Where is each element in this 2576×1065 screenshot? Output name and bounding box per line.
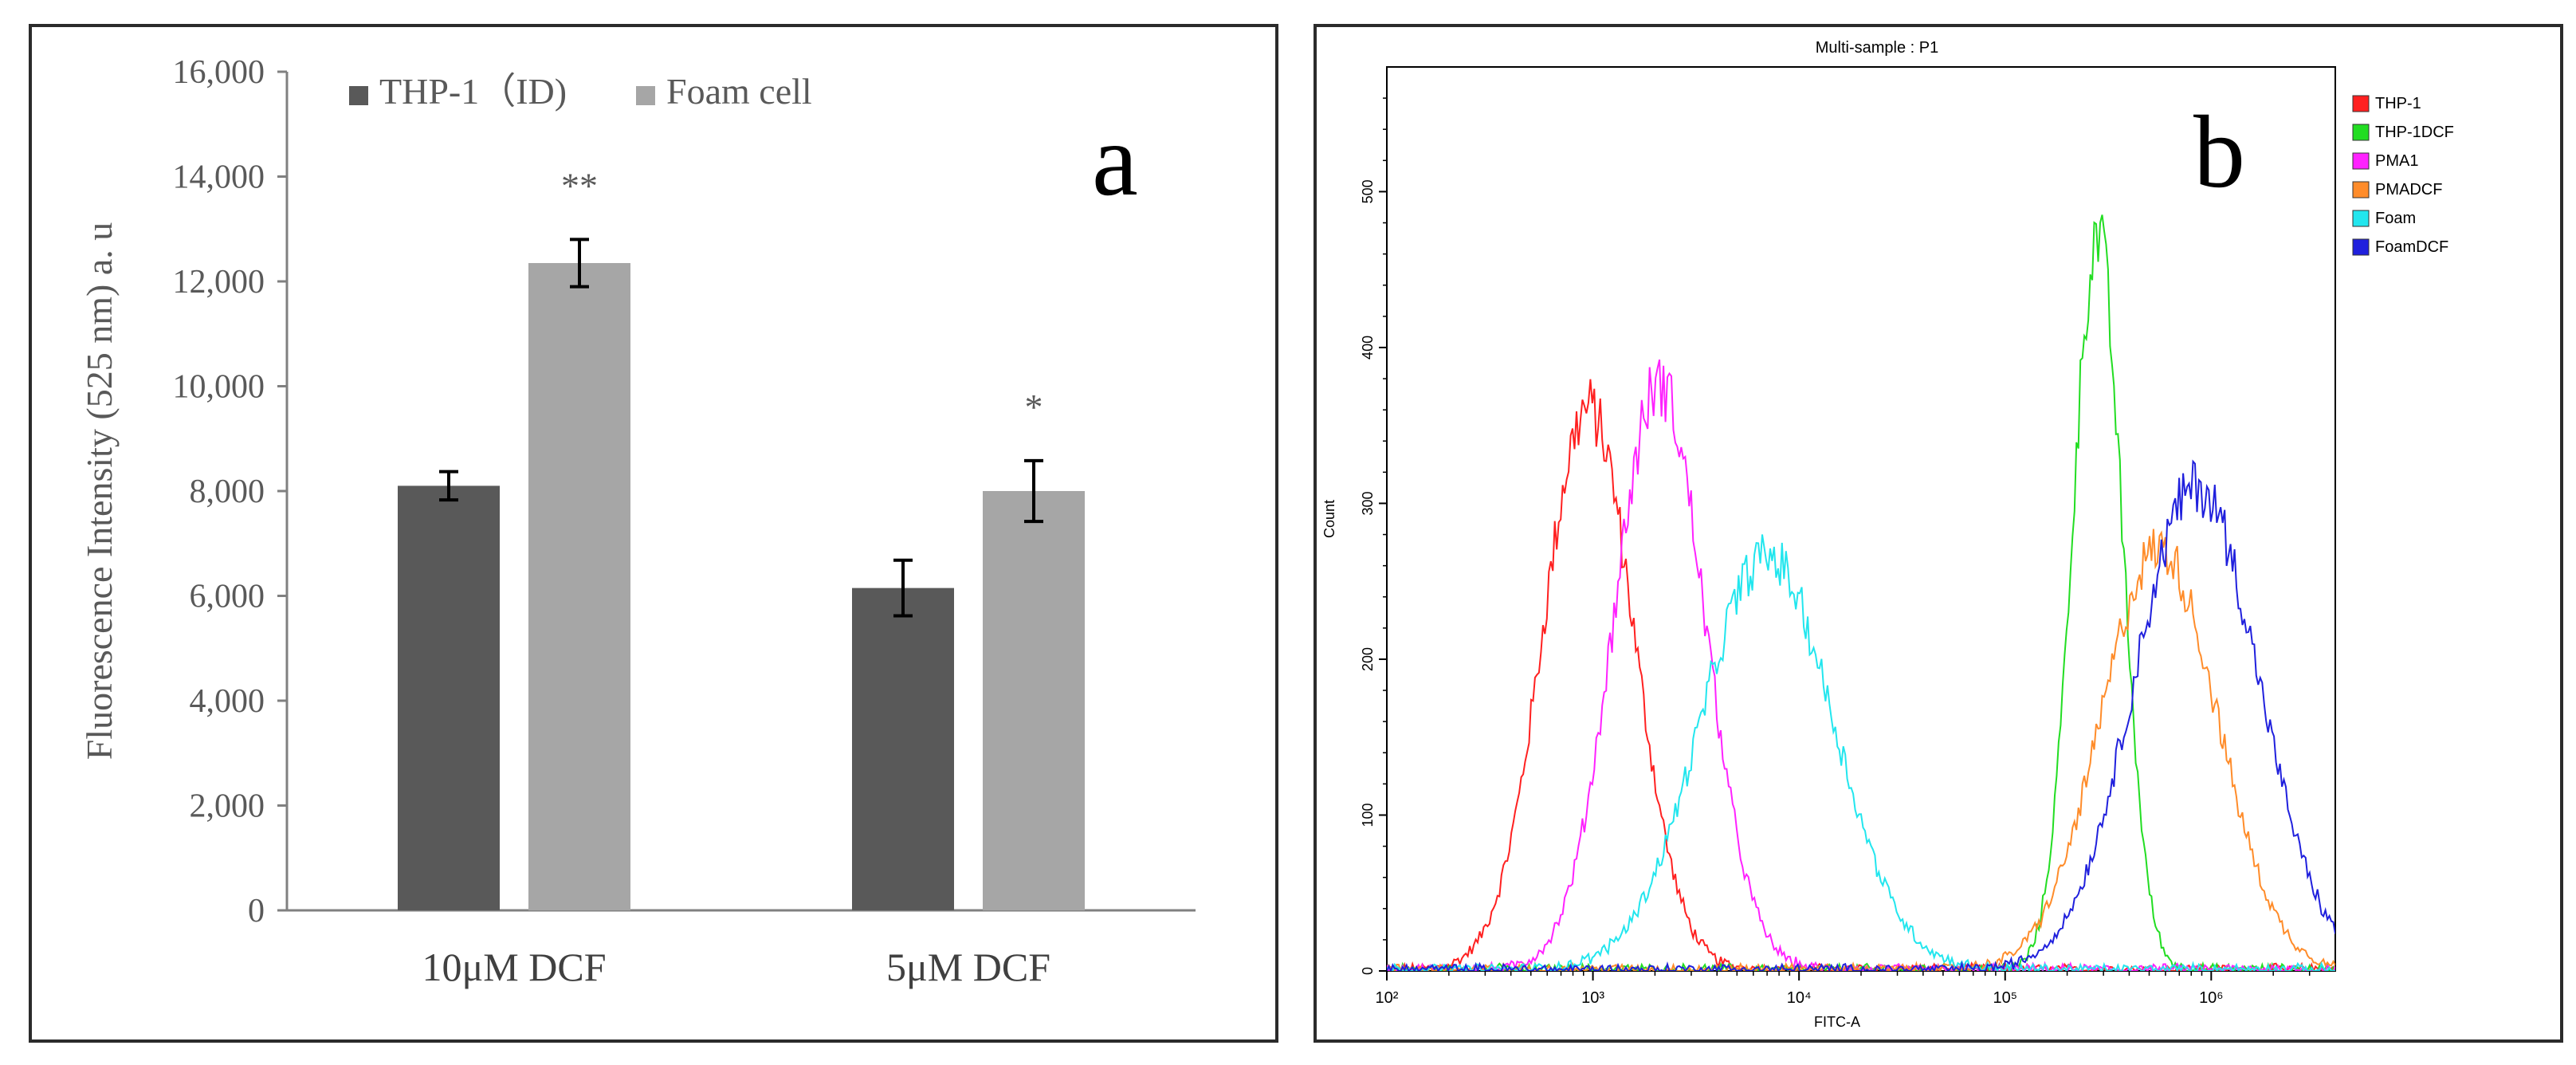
panel-letter: a xyxy=(1092,103,1138,218)
y-tick-label: 0 xyxy=(1360,967,1376,975)
legend-swatch xyxy=(2352,238,2370,256)
bar xyxy=(852,588,954,910)
y-tick-label: 300 xyxy=(1360,491,1376,515)
flow-histogram-panel: Multi-sample : P1 0 100 200 300 400 500 Count 10… xyxy=(1314,24,2563,1043)
bar-chart-svg: 0 2,000 4,000 6,000 8,000 10,000 12,000 14,000 1… xyxy=(79,54,1196,989)
legend-swatch xyxy=(2352,124,2370,141)
y-axis-label: Count xyxy=(1321,500,1337,538)
legend-label: THP-1 xyxy=(2375,95,2421,112)
x-tick-label: 10² xyxy=(1376,989,1399,1007)
y-tick-label: 100 xyxy=(1360,803,1376,827)
y-tick-label: 200 xyxy=(1360,647,1376,671)
y-tick-label: 2,000 xyxy=(190,788,265,825)
x-axis-label: FITC-A xyxy=(1814,1014,1860,1030)
legend-label: THP-1DCF xyxy=(2375,124,2454,141)
y-tick-label: 16,000 xyxy=(173,54,265,91)
y-tick-label: 400 xyxy=(1360,336,1376,360)
bar xyxy=(398,485,500,910)
histogram-trace xyxy=(1387,529,2335,971)
x-category-label: 5μM DCF xyxy=(886,945,1050,989)
legend-label: PMADCF xyxy=(2375,181,2442,198)
significance-marker: ** xyxy=(561,165,598,206)
y-tick-label: 12,000 xyxy=(173,264,265,301)
legend-label: Foam xyxy=(2375,210,2416,227)
y-axis-label: Fluorescence Intensity (525 nm) a. u xyxy=(79,222,120,760)
x-tick-label: 10⁶ xyxy=(2199,989,2223,1007)
histogram-trace xyxy=(1387,534,2335,971)
legend-label: THP-1（ID) xyxy=(379,71,567,112)
x-tick-label: 10³ xyxy=(1581,989,1604,1007)
histogram-trace xyxy=(1387,459,2335,971)
legend-label: Foam cell xyxy=(666,71,812,112)
x-tick-label: 10⁴ xyxy=(1787,989,1812,1007)
legend-label: FoamDCF xyxy=(2375,238,2448,256)
bar xyxy=(528,262,630,910)
histogram-trace xyxy=(1387,214,2335,971)
y-tick-label: 4,000 xyxy=(190,683,265,720)
legend-swatch xyxy=(2352,152,2370,170)
x-tick-label: 10⁵ xyxy=(1993,989,2017,1007)
y-tick-label: 10,000 xyxy=(173,369,265,406)
significance-marker: * xyxy=(1025,387,1043,427)
y-tick-label: 6,000 xyxy=(190,579,265,615)
legend-swatch xyxy=(636,86,655,105)
panel-letter: b xyxy=(2193,95,2245,210)
bar xyxy=(983,491,1085,910)
bar-chart-panel: 0 2,000 4,000 6,000 8,000 10,000 12,000 14,000 1… xyxy=(29,24,1278,1043)
histogram-trace xyxy=(1387,359,2335,971)
flow-histogram-svg: Multi-sample : P1 0 100 200 300 400 500 Count 10… xyxy=(1321,39,2454,1030)
legend-label: PMA1 xyxy=(2375,152,2418,170)
legend-swatch xyxy=(349,86,368,105)
legend-swatch xyxy=(2352,181,2370,198)
legend-swatch xyxy=(2352,210,2370,227)
y-tick-label: 500 xyxy=(1360,179,1376,203)
plot-title: Multi-sample : P1 xyxy=(1816,39,1939,57)
y-tick-label: 8,000 xyxy=(190,474,265,510)
legend-swatch xyxy=(2352,95,2370,112)
y-tick-label: 14,000 xyxy=(173,159,265,196)
x-category-label: 10μM DCF xyxy=(422,945,606,989)
y-tick-label: 0 xyxy=(248,893,265,929)
